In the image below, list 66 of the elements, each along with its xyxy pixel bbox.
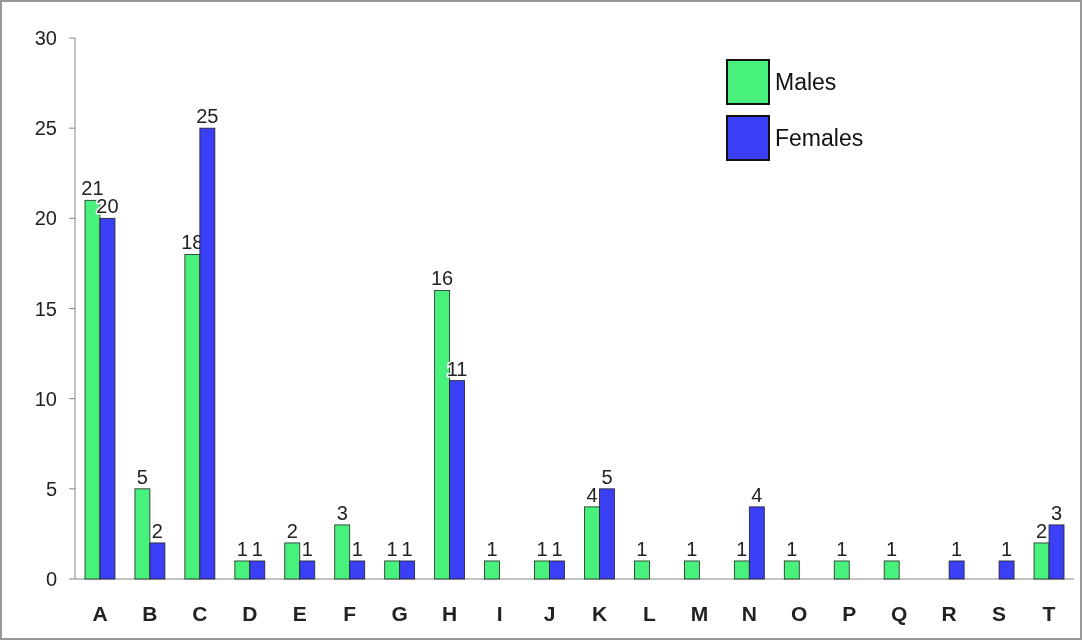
bar <box>883 560 900 580</box>
data-label: 1 <box>401 537 413 560</box>
bar <box>484 560 500 580</box>
data-label: 1 <box>301 537 313 560</box>
x-tick-label: Q <box>891 602 908 625</box>
data-label: 5 <box>136 465 148 488</box>
x-tick-label: R <box>941 602 957 625</box>
bar <box>783 560 800 580</box>
x-tick-label: G <box>391 602 408 625</box>
x-tick-label: T <box>1042 602 1056 625</box>
x-tick-label: F <box>343 602 357 625</box>
x-tick-label: J <box>543 602 556 625</box>
bar <box>833 560 850 580</box>
bar <box>683 560 700 580</box>
data-label: 2 <box>151 519 163 542</box>
x-tick-label: D <box>242 602 258 625</box>
data-label: 1 <box>736 537 748 560</box>
x-tick-label: K <box>591 602 608 625</box>
data-label: 1 <box>951 537 963 560</box>
y-tick-label: 25 <box>34 117 57 140</box>
x-tick-label: B <box>142 602 158 625</box>
data-label: 1 <box>486 537 498 560</box>
x-tick-label: A <box>92 602 108 625</box>
data-label: 1 <box>236 537 248 560</box>
data-label: 4 <box>751 483 763 506</box>
y-tick-label: 0 <box>45 568 57 590</box>
x-tick-label: C <box>192 602 208 625</box>
x-tick-label: I <box>496 602 503 625</box>
data-label: 25 <box>196 105 219 128</box>
data-label: 4 <box>586 483 598 506</box>
x-tick-label: P <box>842 602 857 625</box>
data-label: 1 <box>1001 537 1013 560</box>
data-label: 2 <box>1035 519 1048 542</box>
data-label: 1 <box>351 537 363 560</box>
data-label: 5 <box>601 465 613 488</box>
y-tick-label: 15 <box>34 297 57 320</box>
data-label: 1 <box>786 537 798 560</box>
y-tick-label: 10 <box>34 387 57 410</box>
x-tick-label: N <box>741 602 757 625</box>
y-tick-label: 5 <box>45 477 57 500</box>
x-tick-label: L <box>643 602 657 625</box>
data-label: 1 <box>836 537 848 560</box>
data-label: 1 <box>886 537 898 560</box>
data-label: 16 <box>431 267 454 290</box>
data-label: 1 <box>536 537 548 560</box>
data-label: 3 <box>1050 501 1063 524</box>
data-label: 1 <box>686 537 698 560</box>
data-label: 3 <box>336 501 348 524</box>
data-label: 1 <box>386 537 398 560</box>
legend-label: Females <box>775 125 864 152</box>
data-label: 21 <box>81 177 104 200</box>
data-label: 1 <box>551 537 563 560</box>
bar <box>634 560 650 580</box>
x-tick-label: M <box>690 602 709 625</box>
data-label: 1 <box>636 537 648 560</box>
data-label: 1 <box>251 537 263 560</box>
y-tick-label: 30 <box>34 27 57 49</box>
bar <box>998 560 1015 580</box>
y-tick-label: 20 <box>34 207 57 230</box>
x-tick-label: H <box>442 602 458 625</box>
x-tick-label: O <box>791 602 808 625</box>
data-label: 2 <box>286 519 298 542</box>
x-tick-label: S <box>992 602 1007 625</box>
bar <box>948 560 965 580</box>
legend-label: Males <box>775 69 837 96</box>
x-tick-label: E <box>292 602 307 625</box>
